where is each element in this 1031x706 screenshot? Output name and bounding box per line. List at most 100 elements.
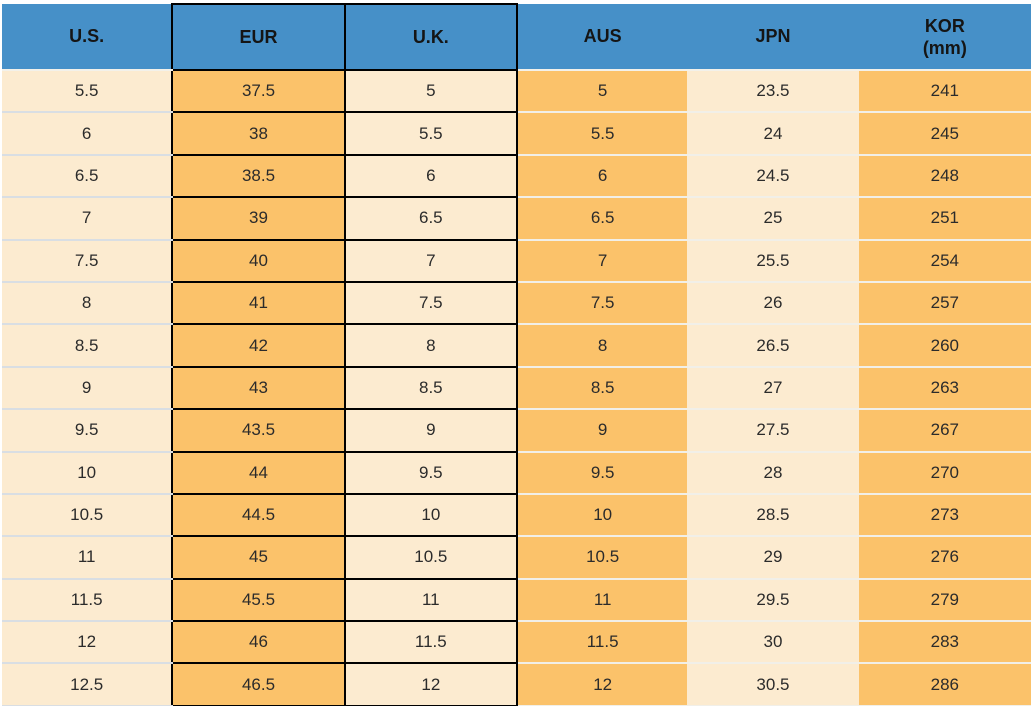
cell-eur: 45 (171, 535, 346, 580)
cell-aus: 9.5 (516, 451, 688, 495)
cell-eur: 45.5 (171, 577, 346, 623)
cell-aus: 9 (516, 409, 688, 453)
cell-aus: 10.5 (516, 536, 688, 580)
cell-kor: 251 (858, 197, 1031, 241)
column-header-aus: AUS (516, 4, 688, 71)
cell-aus: 11 (516, 578, 688, 623)
cell-uk: 8 (343, 323, 518, 368)
cell-eur: 40 (171, 238, 346, 283)
cell-us: 12.5 (2, 663, 173, 706)
cell-jpn: 27.5 (687, 409, 859, 453)
cell-uk: 10 (343, 492, 518, 538)
cell-uk: 12 (343, 662, 518, 706)
cell-jpn: 25.5 (687, 239, 859, 283)
table-row: 10.5 44.5 10 10 28.5 273 (2, 492, 1031, 538)
cell-uk: 11 (343, 577, 518, 623)
column-header-uk: U.K. (343, 3, 518, 71)
cell-uk: 6.5 (343, 196, 518, 241)
column-header-kor-unit: (mm) (922, 37, 967, 58)
column-header-jpn: JPN (687, 4, 859, 71)
cell-aus: 8.5 (516, 366, 688, 411)
cell-eur: 38.5 (171, 153, 346, 199)
cell-uk: 9 (343, 408, 518, 453)
cell-eur: 42 (171, 323, 346, 368)
cell-eur: 37.5 (171, 68, 346, 114)
cell-aus: 12 (516, 663, 688, 706)
cell-jpn: 26 (687, 281, 859, 326)
cell-jpn: 27 (687, 366, 859, 411)
cell-kor: 276 (858, 536, 1031, 580)
cell-us: 6.5 (2, 154, 173, 199)
cell-us: 9.5 (2, 409, 173, 453)
table-row: 11 45 10.5 10.5 29 276 (2, 535, 1031, 580)
cell-us: 5.5 (2, 70, 173, 114)
table-row: 11.5 45.5 11 11 29.5 279 (2, 577, 1031, 623)
cell-eur: 38 (171, 111, 346, 156)
cell-jpn: 29 (687, 536, 859, 580)
cell-eur: 44.5 (171, 492, 346, 538)
cell-eur: 43 (171, 365, 346, 411)
cell-uk: 6 (343, 153, 518, 199)
cell-kor: 260 (858, 324, 1031, 368)
cell-aus: 7 (516, 239, 688, 283)
cell-jpn: 24 (687, 112, 859, 156)
cell-kor: 263 (858, 366, 1031, 411)
header-row: U.S. EUR U.K. AUS JPN KOR (mm) (2, 3, 1031, 71)
cell-kor: 257 (858, 281, 1031, 326)
table-row: 9 43 8.5 8.5 27 263 (2, 365, 1031, 411)
cell-us: 9 (2, 366, 173, 411)
table-row: 6.5 38.5 6 6 24.5 248 (2, 153, 1031, 199)
column-header-kor: KOR (mm) (858, 4, 1031, 71)
cell-aus: 11.5 (516, 621, 688, 665)
cell-jpn: 25 (687, 197, 859, 241)
cell-eur: 44 (171, 450, 346, 495)
cell-eur: 46.5 (171, 662, 346, 706)
column-header-us: U.S. (2, 4, 173, 71)
table-row: 7 39 6.5 6.5 25 251 (2, 196, 1031, 241)
cell-jpn: 23.5 (687, 70, 859, 114)
table-row: 8 41 7.5 7.5 26 257 (2, 280, 1031, 326)
table-row: 12.5 46.5 12 12 30.5 286 (2, 662, 1031, 706)
cell-aus: 5.5 (516, 112, 688, 156)
table-row: 9.5 43.5 9 9 27.5 267 (2, 408, 1031, 453)
table-row: 6 38 5.5 5.5 24 245 (2, 111, 1031, 156)
cell-us: 7.5 (2, 239, 173, 283)
cell-us: 12 (2, 621, 173, 665)
cell-aus: 6.5 (516, 197, 688, 241)
cell-kor: 279 (858, 578, 1031, 623)
cell-aus: 7.5 (516, 281, 688, 326)
cell-us: 10 (2, 451, 173, 495)
cell-aus: 5 (516, 70, 688, 114)
cell-kor: 283 (858, 621, 1031, 665)
cell-kor: 248 (858, 154, 1031, 199)
cell-us: 8.5 (2, 324, 173, 368)
cell-uk: 10.5 (343, 535, 518, 580)
cell-jpn: 30 (687, 621, 859, 665)
cell-aus: 10 (516, 493, 688, 538)
cell-eur: 46 (171, 620, 346, 665)
cell-jpn: 30.5 (687, 663, 859, 706)
cell-kor: 254 (858, 239, 1031, 283)
cell-uk: 5.5 (343, 111, 518, 156)
cell-uk: 5 (343, 68, 518, 114)
cell-jpn: 24.5 (687, 154, 859, 199)
cell-kor: 270 (858, 451, 1031, 495)
table-row: 10 44 9.5 9.5 28 270 (2, 450, 1031, 495)
cell-uk: 11.5 (343, 620, 518, 665)
cell-jpn: 28.5 (687, 493, 859, 538)
cell-kor: 241 (858, 70, 1031, 114)
cell-eur: 39 (171, 196, 346, 241)
cell-jpn: 29.5 (687, 578, 859, 623)
cell-uk: 9.5 (343, 450, 518, 495)
cell-eur: 43.5 (171, 408, 346, 453)
table-row: 7.5 40 7 7 25.5 254 (2, 238, 1031, 283)
table-row: 5.5 37.5 5 5 23.5 241 (2, 68, 1031, 114)
cell-aus: 6 (516, 154, 688, 199)
cell-jpn: 28 (687, 451, 859, 495)
column-header-kor-label: KOR (924, 15, 965, 36)
cell-aus: 8 (516, 324, 688, 368)
cell-uk: 8.5 (343, 365, 518, 411)
cell-us: 8 (2, 281, 173, 326)
shoe-size-conversion-table: U.S. EUR U.K. AUS JPN KOR (mm) 5.5 37.5 5 5… (2, 3, 1031, 706)
cell-kor: 245 (858, 112, 1031, 156)
